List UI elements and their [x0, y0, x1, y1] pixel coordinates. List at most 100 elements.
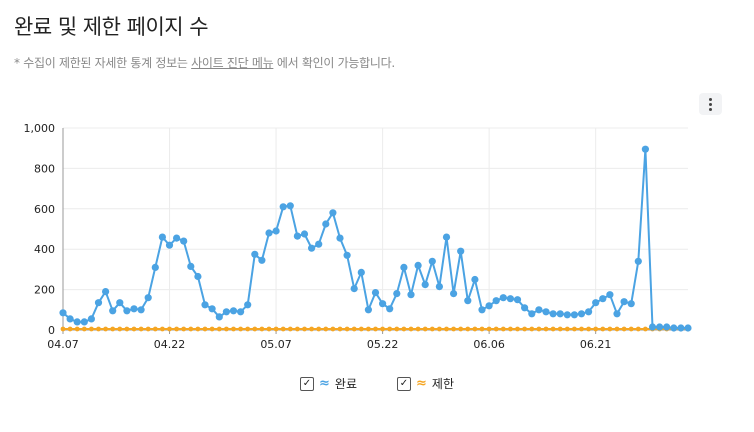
data-point-limited	[103, 326, 108, 332]
data-point-complete	[222, 308, 230, 316]
data-point-complete	[329, 209, 337, 217]
data-point-limited	[238, 326, 244, 332]
chart-menu-button[interactable]	[699, 93, 722, 115]
data-point-complete	[570, 311, 579, 319]
data-point-limited	[209, 326, 215, 332]
data-point-complete	[393, 290, 401, 298]
data-point-complete	[272, 227, 280, 235]
data-point-complete	[237, 308, 245, 316]
data-point-complete	[293, 232, 301, 240]
data-point-limited	[408, 326, 414, 332]
data-point-complete	[521, 304, 529, 312]
data-point-complete	[386, 305, 394, 313]
data-point-limited	[216, 326, 222, 332]
data-point-complete	[94, 299, 103, 307]
data-point-complete	[613, 310, 621, 318]
data-point-complete	[684, 324, 692, 332]
data-point-complete	[215, 313, 223, 321]
data-point-limited	[628, 326, 634, 332]
data-point-limited	[529, 326, 535, 332]
checkbox-complete[interactable]: ✓	[300, 376, 314, 391]
chart-axes: 0 200 400 600 800 1,000 04.07 04.22 05.07 05.22 06…	[24, 122, 612, 350]
chart-series	[59, 145, 692, 332]
data-point-complete	[478, 306, 486, 314]
data-point-complete	[492, 297, 500, 305]
data-point-complete	[102, 288, 110, 296]
legend-item-limited[interactable]: ✓ ≈ 제한	[397, 375, 454, 392]
data-point-limited	[344, 326, 350, 332]
data-point-limited	[586, 326, 591, 332]
legend-item-complete[interactable]: ✓ ≈ 완료	[300, 375, 357, 392]
data-point-complete	[563, 311, 571, 319]
data-point-limited	[74, 326, 80, 332]
data-point-complete	[513, 296, 522, 304]
data-point-limited	[351, 326, 357, 332]
data-point-complete	[151, 263, 159, 271]
legend-label-complete: 완료	[334, 377, 357, 391]
data-point-complete	[80, 318, 88, 326]
data-point-limited	[493, 326, 499, 332]
data-point-limited	[273, 326, 279, 332]
data-point-limited	[224, 326, 229, 332]
data-point-complete	[485, 302, 493, 310]
data-point-complete	[435, 283, 443, 291]
data-point-complete	[428, 257, 436, 265]
y-tick-label: 800	[34, 162, 55, 175]
y-tick-label: 1,000	[24, 122, 56, 135]
data-point-limited	[643, 326, 648, 332]
data-point-limited	[174, 326, 180, 332]
checkbox-limited[interactable]: ✓	[397, 376, 411, 391]
data-point-limited	[110, 326, 116, 332]
data-point-complete	[265, 229, 273, 237]
data-point-complete	[286, 202, 294, 210]
data-point-complete	[421, 281, 429, 289]
data-point-complete	[648, 323, 657, 331]
data-point-limited	[564, 326, 570, 332]
data-point-limited	[387, 326, 393, 332]
data-point-complete	[116, 299, 124, 307]
data-point-limited	[437, 326, 442, 332]
data-point-limited	[543, 326, 549, 332]
data-point-limited	[451, 326, 456, 332]
data-point-complete	[244, 301, 252, 309]
data-point-complete	[350, 285, 358, 293]
data-point-complete	[371, 289, 380, 297]
data-point-limited	[131, 326, 137, 332]
data-point-limited	[231, 326, 236, 332]
data-point-limited	[337, 326, 343, 332]
data-point-complete	[464, 297, 472, 305]
data-point-limited	[160, 326, 165, 332]
data-point-complete	[442, 233, 451, 241]
data-point-complete	[407, 291, 415, 299]
data-point-complete	[556, 310, 564, 318]
data-point-limited	[245, 326, 251, 332]
wave-icon: ≈	[319, 376, 330, 391]
data-point-complete	[357, 268, 365, 276]
data-point-limited	[117, 326, 123, 332]
data-point-limited	[167, 326, 172, 332]
data-point-limited	[621, 326, 627, 332]
data-point-limited	[181, 326, 187, 332]
data-point-complete	[457, 247, 465, 255]
data-point-complete	[109, 307, 117, 315]
data-point-complete	[670, 324, 678, 332]
data-point-complete	[585, 308, 593, 316]
data-point-complete	[677, 324, 685, 332]
data-point-limited	[188, 326, 194, 332]
data-point-limited	[358, 326, 364, 332]
data-point-limited	[266, 326, 272, 332]
data-point-limited	[138, 326, 144, 332]
data-point-limited	[323, 326, 329, 332]
data-point-complete	[379, 300, 387, 308]
data-point-limited	[60, 326, 66, 332]
data-point-complete	[606, 291, 614, 299]
y-tick-label: 200	[34, 284, 55, 297]
data-point-complete	[634, 257, 642, 265]
site-diagnosis-link[interactable]: 사이트 진단 메뉴	[191, 56, 274, 70]
data-point-complete	[535, 306, 543, 314]
data-point-complete	[137, 306, 145, 314]
data-point-limited	[124, 326, 130, 332]
data-point-complete	[450, 290, 458, 298]
data-point-limited	[479, 326, 485, 332]
data-point-limited	[81, 326, 87, 332]
